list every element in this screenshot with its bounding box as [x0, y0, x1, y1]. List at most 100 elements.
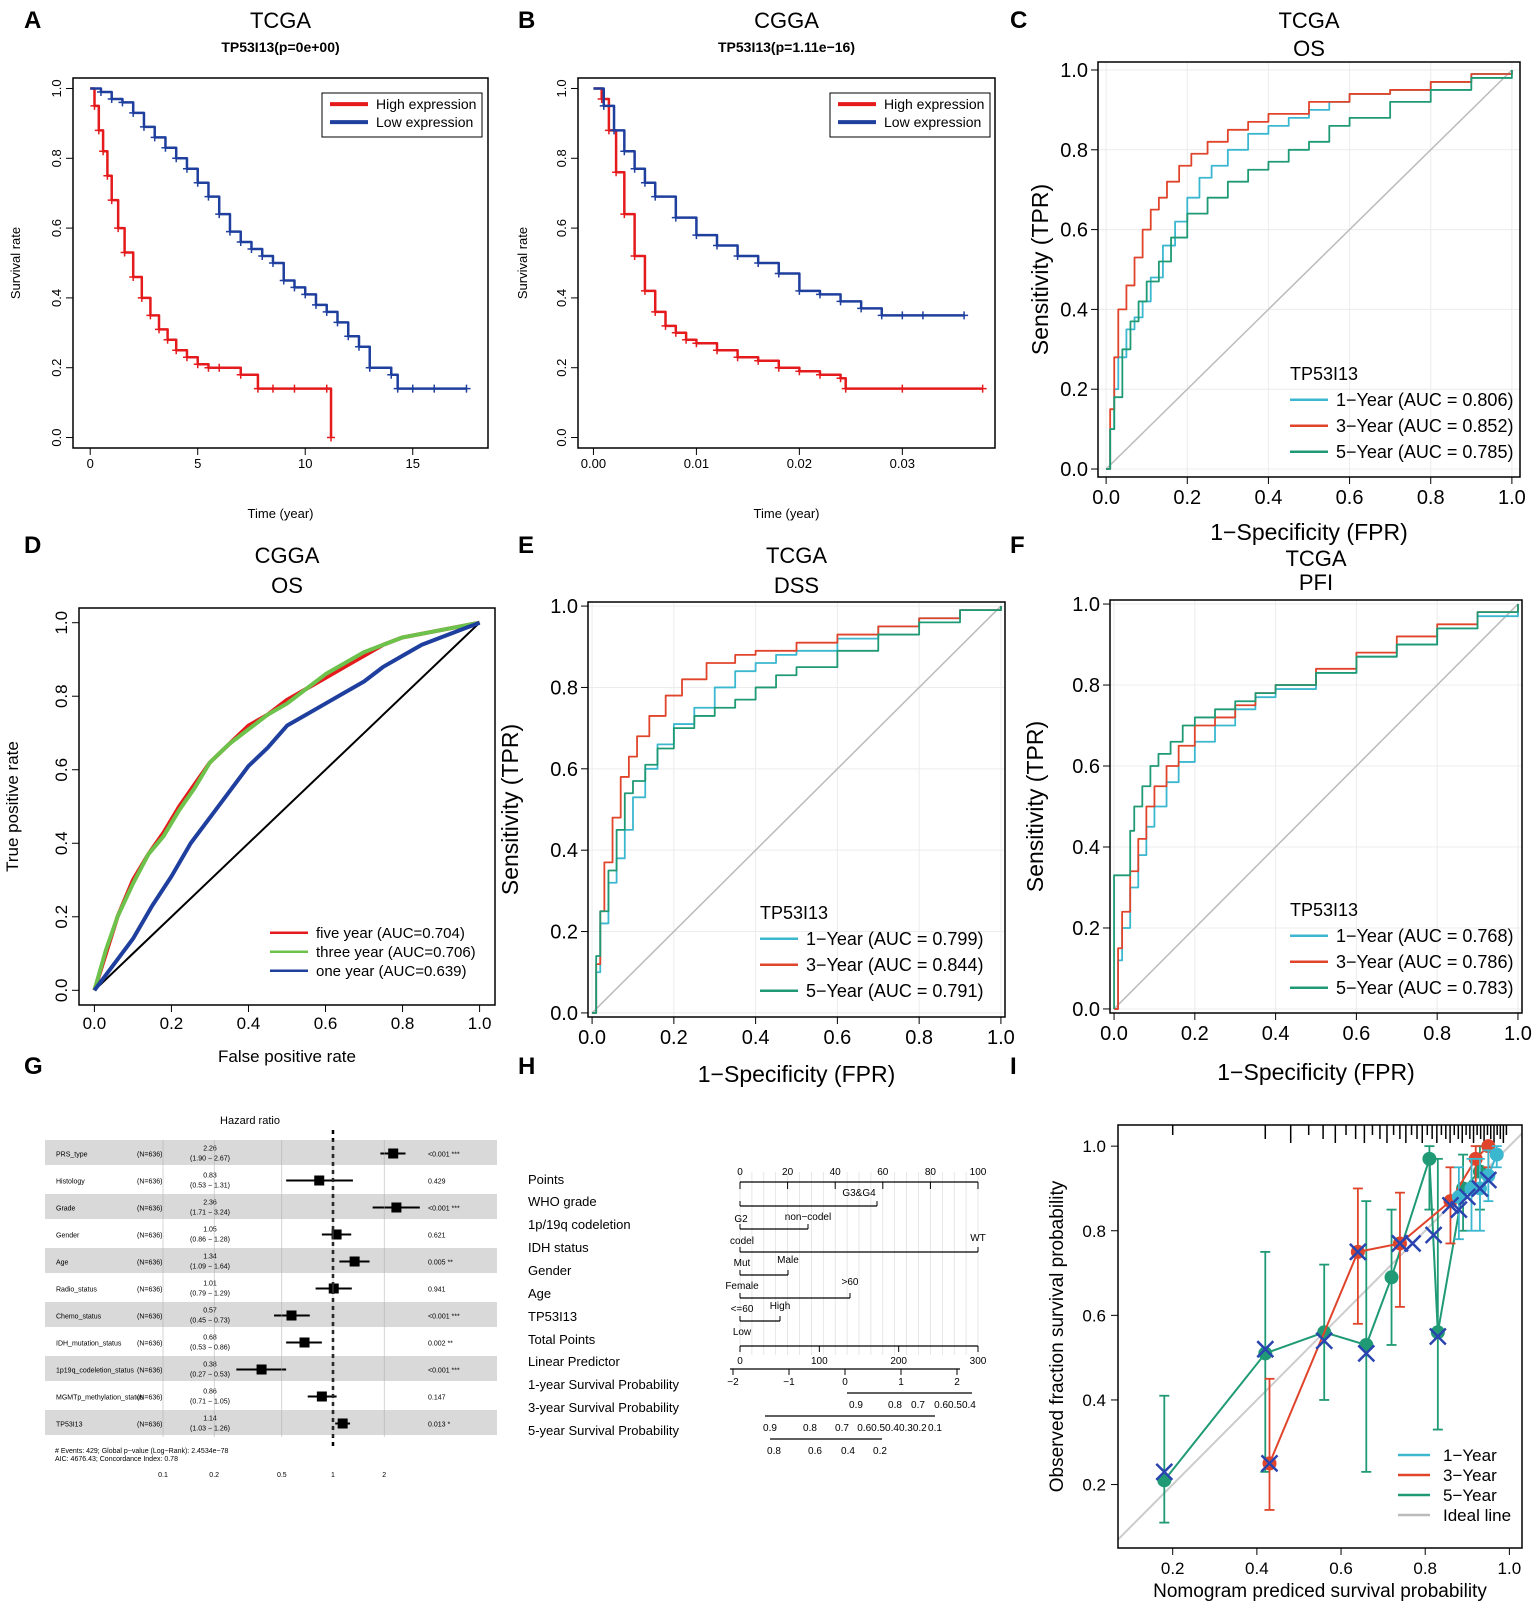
- y1-tick-label: 0.60.50.4: [934, 1400, 976, 1411]
- x-tick-label: 0.00: [581, 456, 606, 471]
- censor-mark: [430, 384, 439, 393]
- y3-tick-label: 0.60.50.40.30.2: [857, 1423, 927, 1434]
- legend-box: [321, 92, 483, 138]
- forest-variable: Age: [56, 1260, 69, 1267]
- x-tick-label: 0.6: [314, 1014, 338, 1033]
- x-tick-label: 0.8: [1417, 487, 1445, 509]
- y-tick-label: 0.2: [1060, 379, 1088, 401]
- observed-cross: [1260, 1454, 1279, 1473]
- x-tick-label: 0.6: [1329, 1559, 1353, 1578]
- forest-n: (N=636): [137, 1152, 162, 1159]
- x-tick-label: 0.0: [578, 1027, 606, 1049]
- forest-variable: 1p19q_codeletion_status: [56, 1368, 134, 1375]
- x-tick-label: 0.2: [160, 1014, 184, 1033]
- legend-label: Low expression: [884, 114, 981, 130]
- series-line-2: [1114, 604, 1519, 1010]
- forest-title: Hazard ratio: [220, 1115, 280, 1127]
- x-tick-label: 1.0: [1504, 1023, 1532, 1045]
- y-axis-label: Sensitivity (TPR): [1027, 184, 1053, 355]
- observed-cross: [1357, 1344, 1376, 1363]
- censor-mark: [258, 252, 267, 261]
- y5-tick-label: 0.8: [767, 1446, 781, 1457]
- calibration-point: [1258, 1346, 1273, 1361]
- censor-mark: [114, 224, 123, 233]
- forest-n: (N=636): [137, 1179, 162, 1186]
- nomogram-label: Linear Predictor: [528, 1354, 620, 1369]
- panel-letter-h: H: [518, 1053, 535, 1080]
- censor-mark: [139, 122, 148, 131]
- censor-mark: [640, 178, 649, 187]
- x-tick-label: 0.2: [1181, 1023, 1209, 1045]
- forest-row-band: [45, 1302, 497, 1327]
- y-tick-label: 0.8: [554, 149, 569, 167]
- nomogram-annotation: G2: [734, 1214, 748, 1225]
- observed-cross: [1391, 1234, 1409, 1253]
- y-tick-label: 0.2: [1082, 1476, 1106, 1495]
- forest-estimate: [349, 1256, 360, 1267]
- points-tick-label: 80: [925, 1167, 937, 1178]
- legend-label: one year (AUC=0.639): [316, 963, 467, 980]
- nomogram-label: 1p/19q codeletion: [528, 1217, 631, 1232]
- forest-p: 0.005 **: [428, 1260, 453, 1267]
- chart-subtitle: OS: [271, 573, 303, 598]
- y-tick-label: 1.0: [550, 596, 578, 618]
- panel-letter-g: G: [24, 1053, 43, 1080]
- censor-mark: [754, 356, 763, 365]
- legend-label: 3−Year (AUC = 0.852): [1336, 416, 1513, 436]
- legend-label: Low expression: [376, 114, 473, 130]
- panel-letter-i: I: [1010, 1053, 1017, 1080]
- censor-mark: [898, 311, 907, 320]
- x-tick-label: 0.2: [1161, 1559, 1185, 1578]
- plot-frame: [78, 607, 496, 1006]
- censor-mark: [94, 126, 103, 135]
- legend-box: [829, 92, 991, 138]
- legend-label: 1−Year (AUC = 0.768): [1336, 926, 1513, 946]
- forest-ci: (0.86 − 1.28): [190, 1237, 230, 1244]
- y1-tick-label: 0.8: [888, 1400, 902, 1411]
- forest-variable: Chemo_status: [56, 1314, 102, 1321]
- nomogram-annotation: Female: [725, 1281, 759, 1292]
- nomogram-label: Age: [528, 1286, 551, 1301]
- panel-letter-f: F: [1010, 532, 1025, 559]
- forest-n: (N=636): [137, 1233, 162, 1240]
- nomogram-annotation: Mut: [734, 1258, 751, 1269]
- censor-mark: [978, 384, 987, 393]
- y-tick-label: 1.0: [52, 611, 71, 635]
- forest-hr: 0.68: [203, 1335, 217, 1342]
- series-line-3: [92, 620, 481, 992]
- y5-tick-label: 0.6: [808, 1446, 822, 1457]
- y-tick-label: 0.6: [52, 758, 71, 782]
- censor-mark: [327, 433, 336, 442]
- x-tick-label: 0.01: [684, 456, 709, 471]
- forest-variable: Gender: [56, 1233, 80, 1240]
- nomogram-label: Total Points: [528, 1332, 596, 1347]
- series-line-2: [592, 606, 1002, 1014]
- censor-mark: [630, 252, 639, 261]
- reference-diagonal: [93, 621, 481, 992]
- censor-mark: [836, 297, 845, 306]
- forest-estimate: [314, 1175, 325, 1186]
- nomogram-annotation: non−codel: [785, 1212, 831, 1223]
- forest-row-band: [45, 1194, 497, 1219]
- censor-mark: [290, 384, 299, 393]
- legend-title: TP53I13: [760, 903, 828, 923]
- x-tick-label: 5: [194, 456, 201, 471]
- censor-mark: [733, 252, 742, 261]
- lp-tick-label: −2: [727, 1377, 739, 1388]
- legend-title: TP53I13: [1290, 900, 1358, 920]
- forest-ci: (0.27 − 0.53): [190, 1372, 230, 1379]
- legend-label: 5−Year (AUC = 0.791): [806, 981, 983, 1001]
- lp-tick-label: 0: [842, 1377, 848, 1388]
- legend-label: 3−Year (AUC = 0.786): [1336, 952, 1513, 972]
- forest-variable: Histology: [56, 1179, 85, 1186]
- forest-estimate: [388, 1148, 399, 1159]
- nomogram-label: 3-year Survival Probability: [528, 1400, 680, 1415]
- x-axis-label: 1−Specificity (FPR): [1210, 519, 1407, 545]
- forest-p: <0.001 ***: [428, 1314, 460, 1321]
- censor-mark: [193, 360, 202, 369]
- y-tick-label: 0.2: [52, 905, 71, 929]
- censor-mark: [713, 346, 721, 355]
- plot-frame: [577, 77, 996, 449]
- censor-mark: [253, 384, 262, 393]
- censor-mark: [96, 87, 105, 96]
